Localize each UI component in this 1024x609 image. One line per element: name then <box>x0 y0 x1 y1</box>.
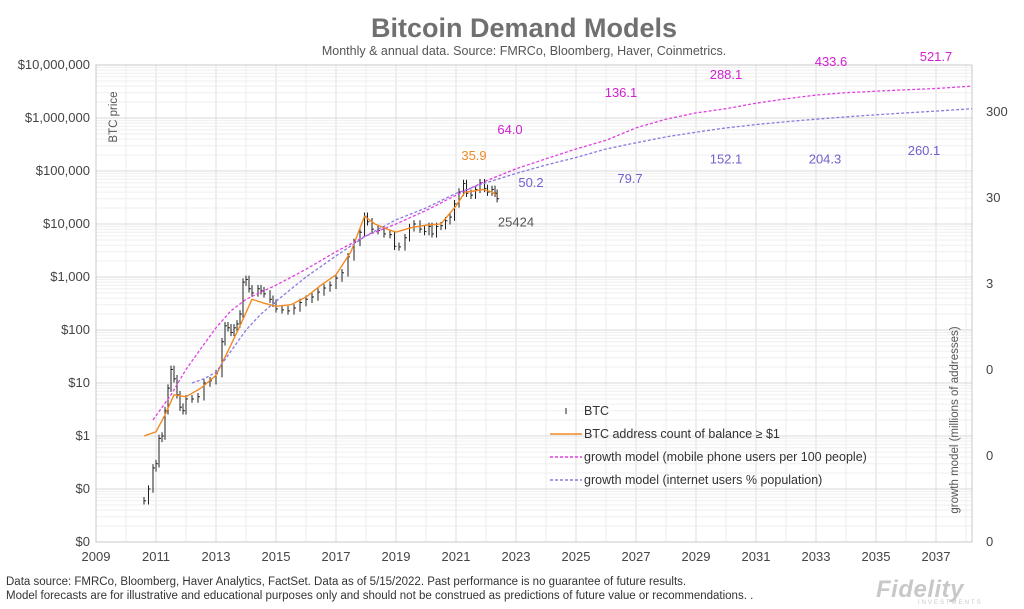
x-tick-label: 2033 <box>802 549 831 564</box>
legend-label: BTC address count of balance ≥ $1 <box>584 427 780 441</box>
x-tick-label: 2017 <box>322 549 351 564</box>
chart-title: Bitcoin Demand Models <box>371 13 677 43</box>
footer-note: Data source: FMRCo, Bloomberg, Haver Ana… <box>6 575 866 603</box>
y-axis: $10,000,000 $1,000,000 $100,000 $10,000 $1,0… <box>18 57 90 549</box>
y-tick-label: $1,000 <box>50 269 90 284</box>
annotation-label: 260.1 <box>908 143 941 158</box>
annotation-label: 152.1 <box>710 151 743 166</box>
y-tick-label: $0 <box>76 481 90 496</box>
x-tick-label: 2025 <box>562 549 591 564</box>
right-tick-label: 3 <box>986 276 993 291</box>
x-tick-label: 2029 <box>682 549 711 564</box>
annotation-label: 521.7 <box>920 49 953 64</box>
fidelity-logo-sub: INVESTMENTS <box>918 600 983 606</box>
x-tick-label: 2009 <box>82 549 111 564</box>
plot-frame <box>95 64 973 543</box>
legend: BTC BTC address count of balance ≥ $1 grow… <box>550 404 867 487</box>
footer-line-1: Data source: FMRCo, Bloomberg, Haver Ana… <box>6 576 687 588</box>
annotation-label: 79.7 <box>617 171 642 186</box>
x-tick-label: 2013 <box>202 549 231 564</box>
x-tick-label: 2015 <box>262 549 291 564</box>
series-line <box>143 188 498 437</box>
y-tick-label: $1,000,000 <box>25 110 90 125</box>
x-tick-label: 2023 <box>502 549 531 564</box>
y-tick-label: $10,000 <box>43 216 90 231</box>
legend-label: growth model (internet users % populatio… <box>584 473 822 487</box>
x-axis: 2009 2011 2013 2015 2017 2019 2021 2023 2025 2027… <box>82 549 951 564</box>
annotation-label: 433.6 <box>815 54 848 69</box>
annotations: 64.0 136.1 288.1 433.6 521.7 35.9 50.2 79.7 152.… <box>461 49 952 230</box>
y-tick-label: $10 <box>68 375 90 390</box>
footer-line-2: Model forecasts are for illustrative and… <box>6 590 754 602</box>
series-line <box>152 85 973 421</box>
fidelity-logo: Fidelity <box>876 576 965 603</box>
annotation-label: 288.1 <box>710 67 743 82</box>
x-tick-label: 2021 <box>442 549 471 564</box>
right-tick-label: 300 <box>986 104 1008 119</box>
annotation-label: 25424 <box>498 214 534 229</box>
annotation-label: 64.0 <box>497 122 522 137</box>
grid <box>95 65 972 543</box>
y-tick-label: $10,000,000 <box>18 57 90 72</box>
y-tick-label: $1 <box>76 428 90 443</box>
y-tick-label: $100 <box>61 322 90 337</box>
right-tick-label: 0 <box>986 448 993 463</box>
x-tick-label: 2031 <box>742 549 771 564</box>
legend-label: growth model (mobile phone users per 100… <box>584 450 867 464</box>
y-axis-label: BTC price <box>108 91 120 142</box>
series-btc <box>143 178 500 505</box>
y-tick-label: $0 <box>76 534 90 549</box>
x-tick-label: 2011 <box>142 549 170 564</box>
right-axis-label: growth model (millions of addresses) <box>949 326 961 513</box>
chart-subtitle: Monthly & annual data. Source: FMRCo, Bl… <box>322 44 726 58</box>
x-tick-label: 2019 <box>382 549 411 564</box>
series-line <box>191 108 973 384</box>
x-tick-label: 2027 <box>622 549 651 564</box>
x-tick-label: 2035 <box>862 549 891 564</box>
series-layer <box>143 85 973 505</box>
annotation-label: 35.9 <box>461 148 486 163</box>
right-tick-label: 0 <box>986 362 993 377</box>
legend-label: BTC <box>584 404 609 418</box>
right-tick-label: 0 <box>986 534 993 549</box>
annotation-label: 136.1 <box>605 85 638 100</box>
annotation-label: 50.2 <box>518 175 543 190</box>
x-tick-label: 2037 <box>922 549 951 564</box>
annotation-label: 204.3 <box>809 151 842 166</box>
y-tick-label: $100,000 <box>36 163 90 178</box>
right-tick-label: 30 <box>986 190 1000 205</box>
